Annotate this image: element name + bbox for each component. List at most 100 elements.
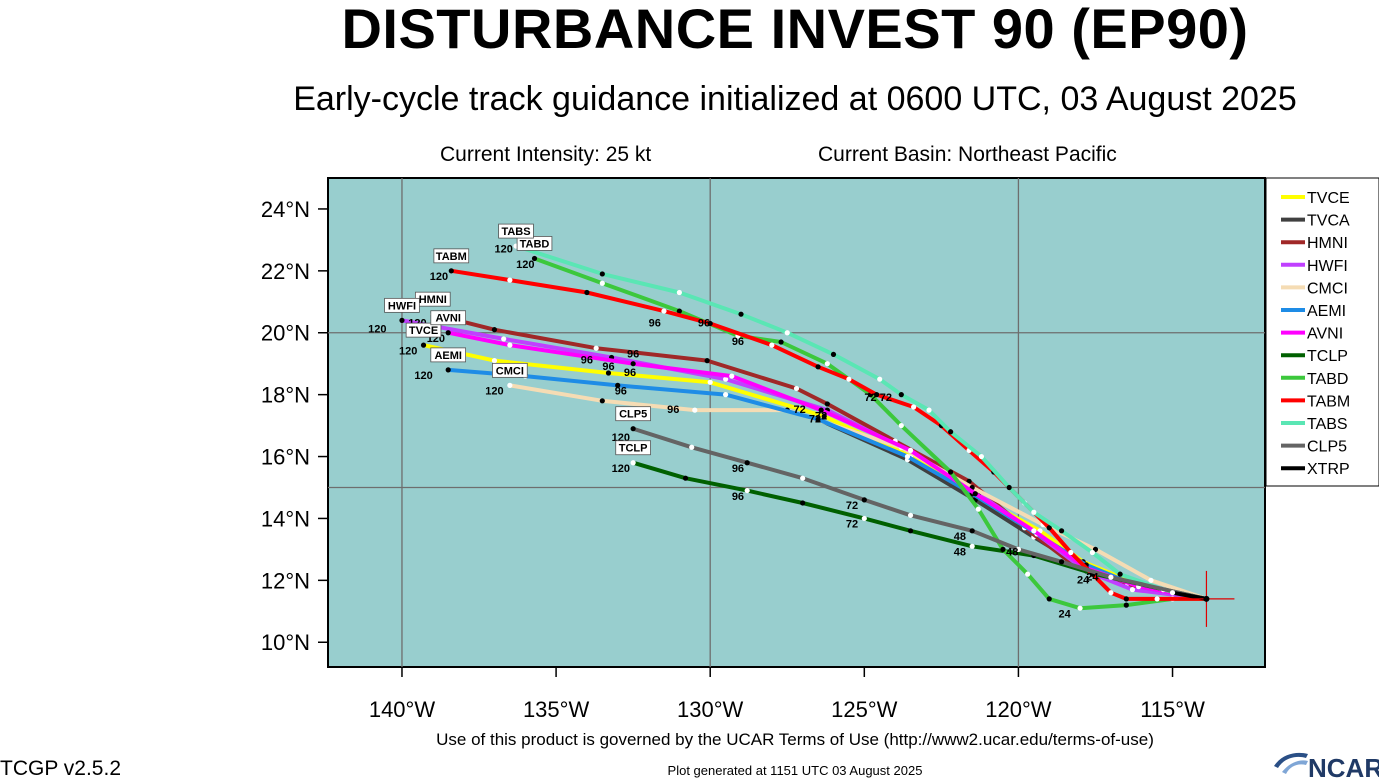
legend-label-cmci: CMCI: [1307, 280, 1348, 297]
track-point: [1058, 559, 1065, 565]
track-point: [1108, 574, 1114, 580]
track-point: [1000, 546, 1006, 552]
legend-label-tabs: TABS: [1307, 416, 1348, 433]
forecast-hour-label: 96: [602, 361, 614, 373]
track-point: [1058, 528, 1065, 534]
lat-tick-label: 22°N: [261, 259, 310, 284]
track-point: [877, 376, 883, 382]
lat-tick-label: 14°N: [261, 506, 310, 531]
track-point: [399, 317, 405, 323]
forecast-hour-label: 120: [414, 370, 432, 382]
legend-label-tvce: TVCE: [1307, 190, 1350, 207]
track-point: [507, 382, 513, 388]
track-point: [904, 453, 911, 460]
model-end-label: AEMI: [434, 350, 462, 362]
track-point: [729, 373, 735, 379]
track-point: [630, 361, 636, 367]
track-point: [846, 376, 852, 382]
track-point: [1015, 546, 1022, 552]
ncar-logo-swoosh-light: [1282, 760, 1308, 774]
forecast-hour-label: 96: [732, 463, 744, 475]
ncar-logo: NCAR: [1274, 752, 1379, 780]
forecast-hour-label: 48: [954, 531, 966, 543]
model-end-label-box: [433, 248, 470, 264]
model-end-label: TCLP: [619, 443, 648, 455]
legend-label-tclp: TCLP: [1307, 348, 1348, 365]
track-point: [615, 382, 621, 388]
model-end-label-box: [615, 406, 651, 422]
track-point: [1077, 605, 1083, 611]
legend-label-tabd: TABD: [1307, 371, 1348, 388]
track-point: [531, 255, 538, 262]
map-grid: [328, 178, 1265, 667]
chart-title: DISTURBANCE INVEST 90 (EP90): [341, 0, 1249, 60]
track-tabs: [514, 244, 1209, 601]
track-point: [830, 351, 837, 358]
track-point: [1025, 571, 1031, 577]
track-point: [815, 364, 821, 370]
forecast-hour-label: 96: [627, 349, 639, 361]
forecast-hour-label: 72: [846, 519, 858, 531]
forecast-hour-label: 120: [495, 243, 513, 255]
track-point: [445, 367, 451, 373]
track-point: [707, 320, 713, 327]
track-point: [907, 512, 914, 518]
track-point: [907, 528, 914, 534]
model-end-label-box: [430, 310, 467, 326]
track-point: [605, 370, 612, 376]
current-position-dot: [1203, 595, 1210, 602]
track-xtrp: [1170, 590, 1209, 601]
track-point: [898, 422, 904, 429]
track-point: [769, 342, 775, 348]
track-point: [861, 515, 867, 522]
track-point: [707, 379, 713, 385]
track-point: [948, 429, 954, 435]
forecast-hour-label: 120: [430, 271, 448, 283]
chart-subtitle: Early-cycle track guidance initialized a…: [293, 80, 1297, 118]
forecast-hour-label: 72: [880, 392, 892, 404]
track-point: [1108, 590, 1114, 596]
lat-tick-label: 20°N: [261, 321, 310, 346]
track-point: [738, 311, 744, 317]
forecast-hour-label: 96: [732, 491, 744, 503]
forecast-hour-label: 72: [864, 392, 876, 404]
forecast-hour-label: 96: [581, 355, 593, 367]
map-plot-area: [327, 177, 1266, 668]
track-point: [966, 478, 972, 484]
track-point: [1154, 596, 1160, 602]
track-point: [584, 289, 590, 296]
lon-tick-label: 140°W: [369, 697, 436, 722]
forecast-hour-label: 120: [399, 345, 417, 357]
track-point: [507, 277, 513, 283]
model-end-label-box: [405, 322, 442, 338]
track-point: [824, 361, 830, 367]
model-end-label: HMNI: [419, 294, 447, 306]
legend-label-hwfi: HWFI: [1307, 258, 1348, 275]
forecast-hour-label: 96: [649, 318, 661, 330]
track-point: [784, 330, 790, 336]
model-tracks: [399, 243, 1209, 611]
track-point: [911, 404, 917, 410]
forecast-hour-label: 48: [1006, 547, 1018, 559]
model-end-label-box: [384, 297, 420, 313]
track-point: [800, 475, 806, 481]
track-point: [1123, 602, 1129, 608]
lon-tick-label: 120°W: [985, 697, 1052, 722]
track-point: [815, 416, 821, 423]
track-point: [704, 358, 710, 364]
track-point: [420, 342, 427, 348]
track-point: [692, 407, 698, 413]
ncar-logo-text: NCAR: [1308, 753, 1379, 780]
track-point: [630, 460, 636, 466]
track-point: [793, 385, 800, 392]
legend-label-hmni: HMNI: [1307, 235, 1348, 252]
track-point: [599, 280, 605, 286]
track-point: [1148, 577, 1154, 583]
track-point: [800, 500, 806, 506]
model-end-label-box: [615, 440, 651, 456]
model-end-label: HWFI: [388, 300, 416, 312]
lat-tick-label: 18°N: [261, 383, 310, 408]
forecast-hour-label: 120: [485, 386, 503, 398]
forecast-hour-label: 72: [846, 500, 858, 512]
